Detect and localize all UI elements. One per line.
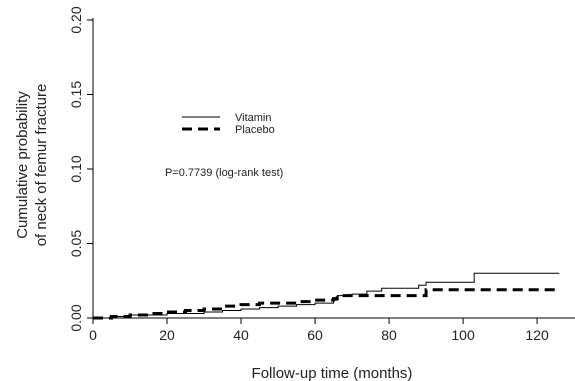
series-line-vitamin (93, 272, 560, 319)
pvalue-annotation: P=0.7739 (log-rank test) (165, 167, 283, 179)
y-tick-label: 0.05 (68, 230, 84, 257)
series-line-placebo (93, 288, 560, 320)
legend-label-vitamin: Vitamin (235, 112, 271, 124)
axes-group: 0 20 40 60 80 100 120 0.00 0.05 0.10 0.15 0.20 (68, 6, 575, 343)
y-axis-label-line-2: of neck of femur fracture (33, 84, 50, 247)
y-tick-label: 0.10 (68, 155, 84, 182)
y-axis-label-group: Cumulative probability of neck of femur … (14, 84, 50, 247)
x-ticks: 0 20 40 60 80 100 120 (89, 318, 549, 343)
y-axis-label-line-1: Cumulative probability (14, 91, 31, 239)
y-tick-label: 0.20 (68, 6, 84, 33)
x-tick-label: 80 (381, 327, 397, 343)
legend-label-placebo: Placebo (235, 124, 275, 136)
x-tick-label: 120 (525, 327, 549, 343)
x-tick-label: 0 (89, 327, 97, 343)
x-tick-label: 20 (159, 327, 175, 343)
legend: Vitamin Placebo (182, 112, 275, 136)
x-axis-label: Follow-up time (months) (252, 365, 413, 381)
x-tick-label: 60 (307, 327, 323, 343)
series-layer (93, 272, 560, 320)
x-tick-label: 40 (233, 327, 249, 343)
y-ticks: 0.00 0.05 0.10 0.15 0.20 (68, 6, 93, 332)
y-tick-label: 0.00 (68, 304, 84, 331)
y-tick-label: 0.15 (68, 81, 84, 108)
x-tick-label: 100 (451, 327, 475, 343)
